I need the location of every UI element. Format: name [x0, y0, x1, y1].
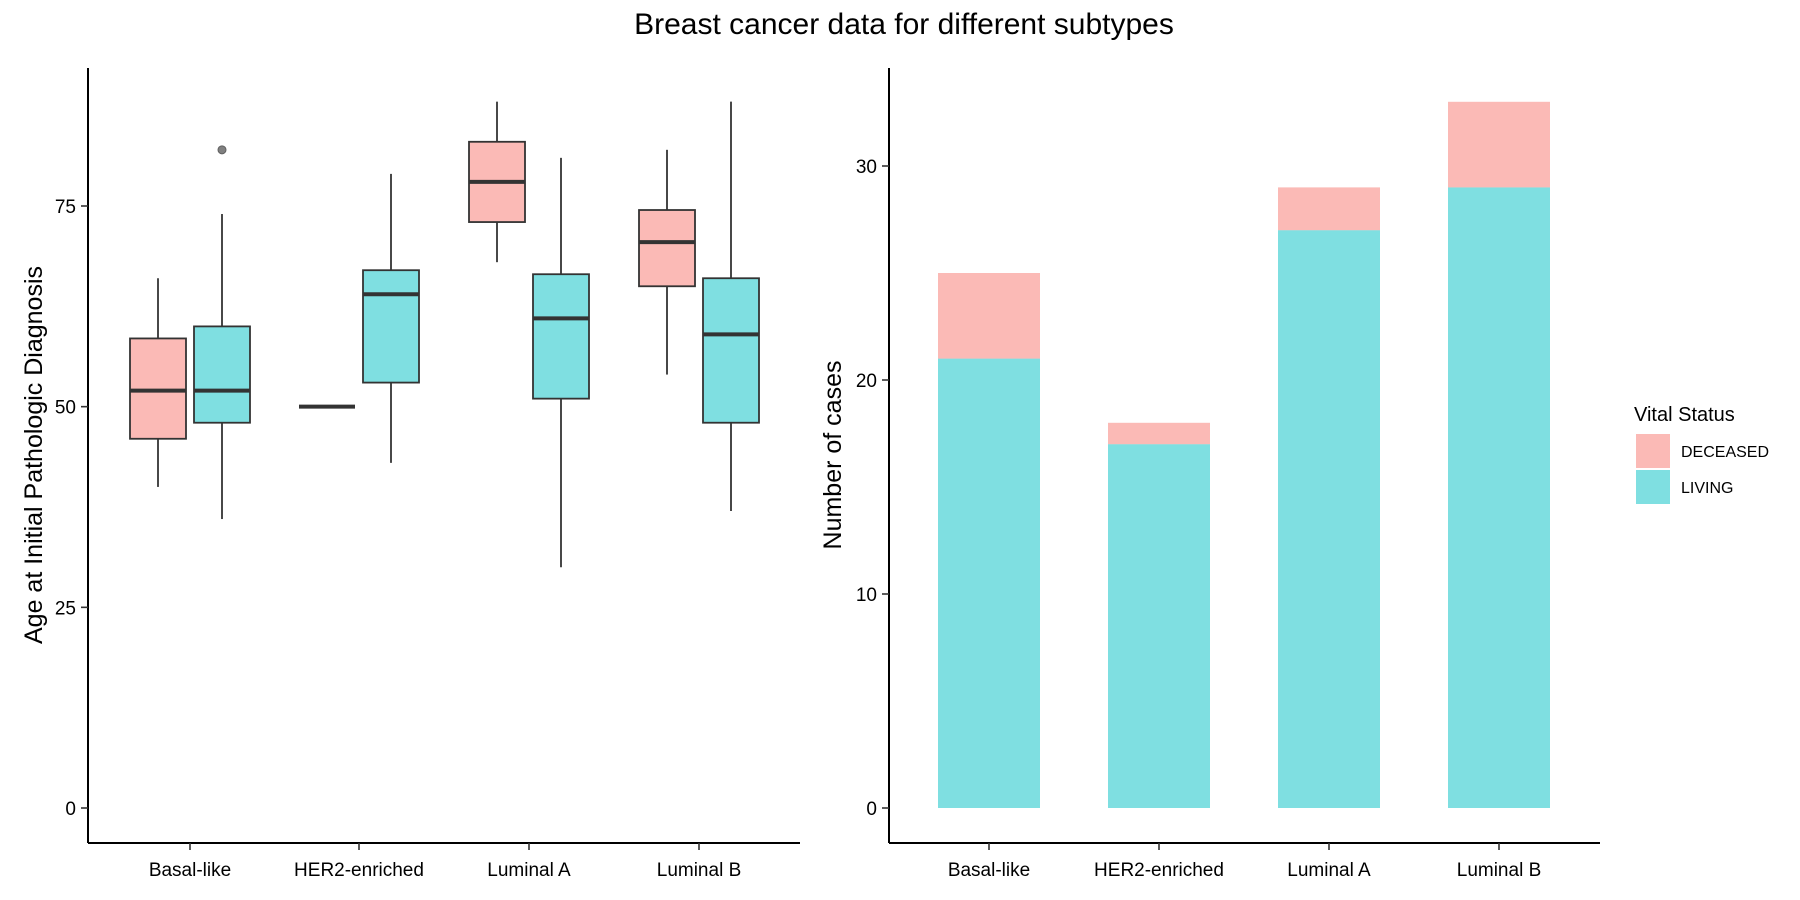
box-y-ticks: 0 25 50 75 [55, 197, 88, 820]
box-x-tick-label-luminal-b: Luminal B [657, 860, 742, 881]
box-body-living-luminal-b [702, 277, 760, 424]
bar-deceased-luminal-a [1278, 187, 1380, 231]
box-x-tick-label-luminal-a: Luminal A [487, 860, 571, 881]
box-y-tick-label-0: 0 [65, 799, 76, 820]
legend-key-deceased [1636, 434, 1670, 468]
box-marks [129, 101, 760, 568]
box-body-living-her2-enriched [362, 269, 420, 384]
bar-x-ticks: Basal-like HER2-enriched Luminal A Luminal … [948, 843, 1541, 881]
box-living-luminal-b [702, 101, 760, 512]
box-plot-panel: Age at Initial Pathologic Diagnosis 0 25 5… [20, 68, 800, 881]
bar-x-tick-label-basal-like: Basal-like [948, 860, 1030, 881]
bar-living-her2-enriched [1108, 444, 1210, 808]
box-x-tick-label-her2-enriched: HER2-enriched [294, 860, 424, 881]
bar-x-tick-label-luminal-b: Luminal B [1457, 860, 1542, 881]
box-deceased-luminal-a [468, 101, 526, 263]
box-y-axis-title: Age at Initial Pathologic Diagnosis [20, 266, 48, 644]
bar-y-tick-label-0: 0 [866, 799, 877, 820]
chart-title: Breast cancer data for different subtype… [634, 8, 1174, 41]
legend-label-living: LIVING [1681, 480, 1733, 497]
legend: Vital Status DECEASED LIVING [1634, 404, 1769, 504]
box-body-deceased-basal-like [129, 337, 187, 440]
legend-title: Vital Status [1634, 404, 1735, 426]
box-y-tick-label-25: 25 [55, 598, 76, 619]
box-y-tick-label-50: 50 [55, 398, 76, 419]
bar-marks [938, 101, 1550, 808]
box-living-luminal-a [532, 157, 590, 568]
bar-y-ticks: 0 10 20 30 [856, 157, 889, 820]
box-body-living-luminal-a [532, 273, 590, 400]
box-x-tick-label-basal-like: Basal-like [149, 860, 231, 881]
bar-y-tick-label-20: 20 [856, 371, 877, 392]
box-living-her2-enriched [362, 173, 420, 463]
bar-deceased-luminal-b [1448, 101, 1550, 188]
legend-label-deceased: DECEASED [1681, 444, 1769, 461]
bar-y-axis-title: Number of cases [819, 361, 847, 550]
bar-deceased-basal-like [938, 273, 1040, 359]
bar-chart-panel: Number of cases 0 10 20 30 Basal-like HER2-e… [819, 68, 1600, 881]
bar-living-luminal-b [1448, 187, 1550, 808]
box-x-ticks: Basal-like HER2-enriched Luminal A Luminal … [149, 843, 741, 881]
box-deceased-basal-like [129, 278, 187, 487]
bar-living-basal-like [938, 358, 1040, 808]
bar-x-tick-label-luminal-a: Luminal A [1287, 860, 1371, 881]
box-body-deceased-luminal-b [638, 209, 696, 288]
legend-key-living [1636, 470, 1670, 504]
box-deceased-luminal-b [638, 149, 696, 375]
box-body-living-basal-like [193, 325, 251, 424]
box-living-basal-like [193, 145, 251, 520]
bar-deceased-her2-enriched [1108, 422, 1210, 445]
box-outlier-living-basal-like-0 [217, 145, 227, 155]
bar-y-tick-label-10: 10 [856, 585, 877, 606]
bar-y-tick-label-30: 30 [856, 157, 877, 178]
bar-x-tick-label-her2-enriched: HER2-enriched [1094, 860, 1224, 881]
bar-living-luminal-a [1278, 230, 1380, 808]
box-y-tick-label-75: 75 [55, 197, 76, 218]
